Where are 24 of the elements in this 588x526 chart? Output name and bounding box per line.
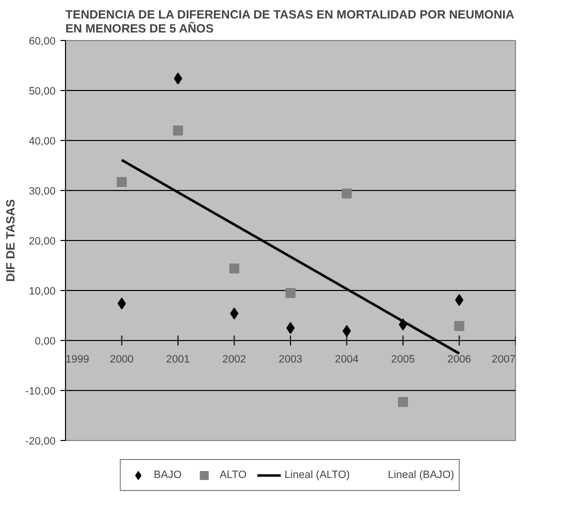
y-tick-label: -20,00 (25, 436, 56, 448)
text: Lineal (BAJO) (388, 469, 454, 481)
chart-title: TENDENCIA DE LA DIFERENCIA DE TASAS EN MORTALIDAD POR NEUMONIA EN MENORES DE 5 AÑOS (65, 8, 515, 36)
x-tick-label: 2001 (166, 354, 190, 366)
y-axis-title: DIF DE TASAS (3, 199, 18, 282)
x-tick-label: 2005 (391, 354, 415, 366)
x-tick-label: 2000 (110, 354, 134, 366)
x-tick-label: 2003 (278, 354, 302, 366)
x-tick-label: 2007 (492, 354, 516, 366)
y-tick-label: 30,00 (28, 186, 56, 198)
legend-label: Lineal (ALTO) (284, 469, 350, 481)
y-tick-label: 60,00 (28, 36, 56, 48)
x-tick-label: 2004 (334, 354, 359, 366)
y-tick-label: 10,00 (28, 286, 56, 298)
x-tick-label: 2006 (447, 354, 472, 366)
y-tick-label: -10,00 (25, 386, 56, 398)
legend-label: ALTO (220, 469, 246, 481)
y-tick-label: 20,00 (28, 236, 56, 248)
y-tick-label: 50,00 (28, 86, 56, 98)
y-tick-label: 40,00 (28, 136, 56, 148)
y-tick-label: 0,00 (34, 336, 56, 348)
legend-label: BAJO (154, 469, 182, 481)
x-tick-label: 1999 (66, 354, 90, 366)
x-tick-label: 2002 (222, 354, 246, 366)
